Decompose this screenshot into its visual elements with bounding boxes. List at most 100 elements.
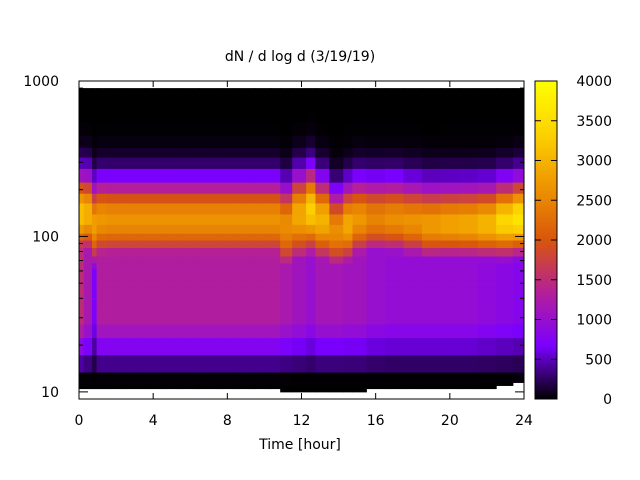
heatmap-cell [79,92,85,102]
x-axis-label: Time [hour] [258,437,341,453]
heatmap-cell [292,147,307,158]
heatmap-cell [199,372,219,387]
heatmap-cell [91,286,98,295]
heatmap-cell [162,157,182,169]
heatmap-cell [512,213,525,225]
heatmap-cell [306,323,316,339]
heatmap-cell [477,121,497,136]
heatmap-cell [125,337,145,356]
heatmap-cell [180,88,201,93]
heatmap-cell [343,273,353,281]
heatmap-cell [143,110,163,123]
heatmap-cell [280,268,293,275]
heatmap-cell [352,337,367,356]
heatmap-cell [91,121,98,136]
heatmap-cell [125,323,145,339]
heatmap-cell [91,100,98,111]
heatmap-cell [329,168,344,183]
plot-area [79,88,525,393]
heatmap-cell [352,193,367,204]
heatmap-cell [125,92,145,102]
heatmap-cell [143,294,163,304]
heatmap-cell [292,233,307,241]
heatmap-cell [270,312,281,325]
heatmap-cell [496,224,514,234]
heatmap-cell [79,263,85,269]
x-tick-label: 12 [293,413,311,429]
heatmap-cell [496,100,514,111]
heatmap-cell [162,213,182,225]
heatmap-cell [125,224,145,234]
heatmap-cell [343,268,353,275]
heatmap-cell [343,294,353,304]
heatmap-cell [280,88,293,93]
heatmap-cell [366,168,386,183]
heatmap-cell [352,213,367,225]
heatmap-cell [459,273,479,281]
heatmap-cell [83,273,93,281]
heatmap-cell [292,157,307,169]
heatmap-cell [96,273,108,281]
heatmap-cell [218,263,238,269]
heatmap-cell [343,88,353,93]
heatmap-cell [477,213,497,225]
heatmap-cell [280,182,293,194]
heatmap-cell [270,168,281,183]
heatmap-cell [83,213,93,225]
heatmap-cell [403,88,423,93]
heatmap-cell [280,323,293,339]
heatmap-cell [125,354,145,373]
heatmap-cell [477,286,497,295]
heatmap-cell [366,147,386,158]
heatmap-cell [79,135,85,148]
heatmap-cell [143,256,163,264]
heatmap-cell [403,100,423,111]
heatmap-cell [218,213,238,225]
heatmap-cell [83,286,93,295]
heatmap-cell [384,323,404,339]
heatmap-cell [270,280,281,288]
heatmap-cell [343,302,353,314]
heatmap-cell [422,240,442,249]
heatmap-cell [180,354,201,373]
heatmap-cell [440,182,460,194]
heatmap-cell [343,323,353,339]
heatmap-cell [162,247,182,257]
heatmap-cell [315,135,330,148]
heatmap-cell [352,372,367,387]
heatmap-cell [96,193,108,204]
heatmap-cell [440,256,460,264]
heatmap-cell [384,168,404,183]
colorbar-tick-label: 2500 [576,193,612,209]
y-tick-label: 100 [32,229,59,245]
heatmap-cell [91,147,98,158]
heatmap-cell [79,147,85,158]
heatmap-cell [236,337,256,356]
heatmap-cell [270,240,281,249]
heatmap-cell [96,247,108,257]
heatmap-cell [384,88,404,93]
heatmap-cell [315,372,330,387]
heatmap-cell [343,147,353,158]
heatmap-cell [199,147,219,158]
heatmap-cell [384,202,404,215]
heatmap-cell [199,202,219,215]
heatmap-cell [270,302,281,314]
heatmap-cell [180,240,201,249]
heatmap-cell [366,100,386,111]
heatmap-cell [403,312,423,325]
heatmap-cell [143,88,163,93]
heatmap-cell [96,110,108,123]
heatmap-cell [292,273,307,281]
heatmap-cell [315,385,330,393]
heatmap-cell [83,202,93,215]
heatmap-cell [403,135,423,148]
heatmap-cell [512,135,525,148]
heatmap-cell [255,110,272,123]
heatmap-cell [352,110,367,123]
heatmap-cell [180,256,201,264]
heatmap-cell [459,268,479,275]
heatmap-cell [199,168,219,183]
heatmap-cell [329,135,344,148]
heatmap-cell [403,294,423,304]
